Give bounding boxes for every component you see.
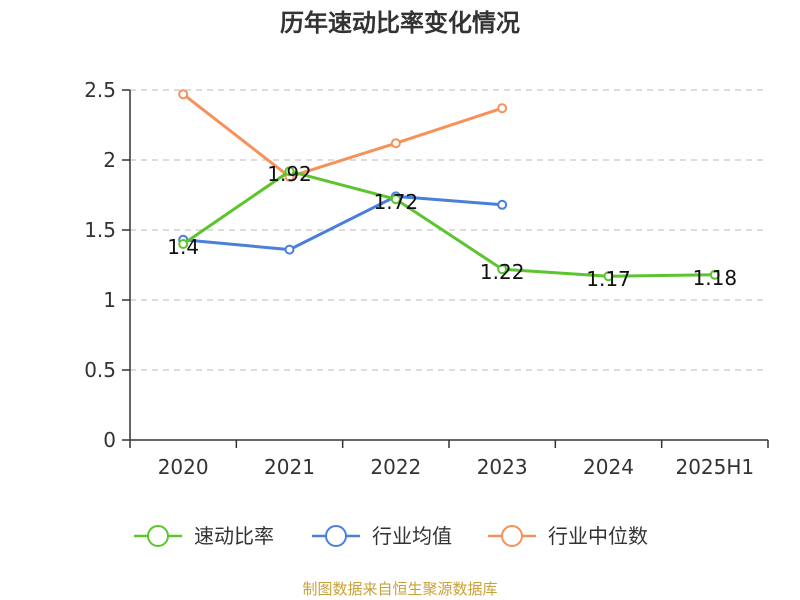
data-label: 1.92	[267, 162, 312, 186]
legend-item: 行业均值	[312, 524, 452, 548]
x-tick-label: 2022	[370, 455, 421, 479]
chart: 历年速动比率变化情况 0 0.5 1 1.5 2 2.5 2020 2021 2022 2023 2…	[0, 0, 800, 600]
data-label: 1.18	[693, 266, 738, 290]
legend-swatch-marker	[148, 526, 168, 546]
series-速动比率	[179, 167, 719, 280]
data-label: 1.72	[374, 190, 419, 214]
legend-label: 速动比率	[194, 524, 274, 548]
x-tick-label: 2020	[158, 455, 209, 479]
legend-label: 行业均值	[372, 524, 452, 548]
legend: 速动比率 行业均值 行业中位数	[134, 524, 648, 548]
series-行业均值	[179, 192, 506, 253]
series-line	[183, 196, 502, 249]
x-tick-label: 2021	[264, 455, 315, 479]
y-tick-label: 1.5	[84, 218, 116, 242]
data-label: 1.22	[480, 260, 525, 284]
x-tick-label: 2025H1	[675, 455, 754, 479]
data-label: 1.4	[167, 235, 199, 259]
x-tick-label: 2024	[583, 455, 634, 479]
series-line	[183, 94, 502, 177]
data-label: 1.17	[586, 267, 631, 291]
x-tick-label: 2023	[477, 455, 528, 479]
y-tick-label: 0.5	[84, 358, 116, 382]
axes: 0 0.5 1 1.5 2 2.5 2020 2021 2022 2023 2024 2025H1	[84, 78, 768, 479]
series-行业中位数	[179, 90, 506, 181]
y-tick-label: 1	[103, 288, 116, 312]
y-tick-label: 2	[103, 148, 116, 172]
legend-label: 行业中位数	[548, 524, 648, 548]
legend-item: 行业中位数	[488, 524, 648, 548]
legend-swatch-marker	[326, 526, 346, 546]
series-layer	[179, 90, 719, 280]
data-point	[286, 246, 294, 254]
series-line	[183, 171, 715, 276]
y-tick-label: 2.5	[84, 78, 116, 102]
grid	[130, 90, 768, 370]
data-point	[498, 201, 506, 209]
data-point	[498, 104, 506, 112]
chart-title: 历年速动比率变化情况	[280, 9, 520, 37]
data-labels: 1.4 1.92 1.72 1.22 1.17 1.18	[167, 162, 737, 291]
legend-swatch-marker	[502, 526, 522, 546]
source-note: 制图数据来自恒生聚源数据库	[302, 580, 497, 598]
legend-item: 速动比率	[134, 524, 274, 548]
data-point	[392, 139, 400, 147]
data-point	[179, 90, 187, 98]
y-tick-label: 0	[103, 428, 116, 452]
